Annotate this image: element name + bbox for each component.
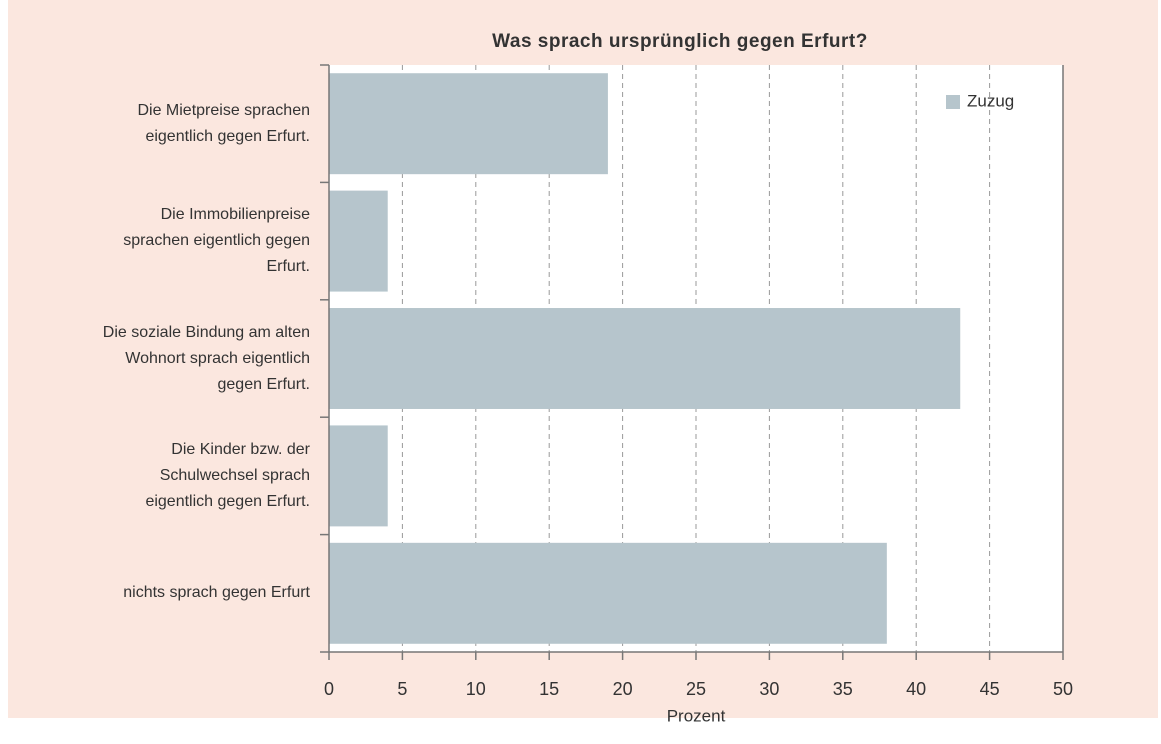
bar xyxy=(329,425,388,527)
bar xyxy=(329,73,608,175)
x-tick-label: 35 xyxy=(833,679,853,699)
bar xyxy=(329,190,388,292)
x-tick-label: 40 xyxy=(906,679,926,699)
x-tick-label: 50 xyxy=(1053,679,1073,699)
legend-swatch xyxy=(946,95,960,109)
bar xyxy=(329,542,887,644)
y-tick-label: Die Mietpreise sprachen eigentlich gegen… xyxy=(137,101,310,145)
x-tick-label: 5 xyxy=(397,679,407,699)
x-tick-label: 20 xyxy=(613,679,633,699)
x-tick-label: 45 xyxy=(980,679,1000,699)
y-tick-label: Die soziale Bindung am alten Wohnort spr… xyxy=(102,323,310,393)
bar xyxy=(329,308,961,409)
x-tick-label: 15 xyxy=(539,679,559,699)
y-tick-label: Die Immobilienpreise sprachen eigentlich… xyxy=(123,206,310,276)
x-tick-label: 25 xyxy=(686,679,706,699)
x-tick-label: 30 xyxy=(759,679,779,699)
x-tick-label: 0 xyxy=(324,679,334,699)
chart-title: Was sprach ursprünglich gegen Erfurt? xyxy=(492,31,868,52)
x-axis-label: Prozent xyxy=(667,706,726,725)
y-tick-label: nichts sprach gegen Erfurt xyxy=(123,584,310,602)
y-tick-label: Die Kinder bzw. der Schulwechsel sprach … xyxy=(145,440,310,510)
legend-label: Zuzug xyxy=(967,91,1014,110)
x-tick-label: 10 xyxy=(466,679,486,699)
